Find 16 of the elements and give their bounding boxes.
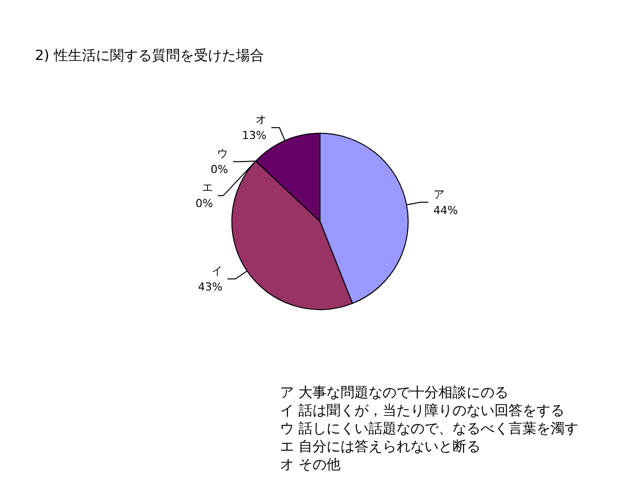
text: ア 大事な問題なので十分相談にのる (280, 385, 508, 401)
slice-label: オ (255, 113, 266, 126)
text: 0% (196, 197, 213, 210)
text: イ 話は聞くが，当たり障りのない回答をする (280, 403, 564, 419)
chart-title: 2) 性生活に関する質問を受けた場合 (35, 48, 264, 64)
text: ウ 話しにくい話題なので、なるべく言葉を濁す (280, 421, 578, 437)
slice-label: イ (212, 264, 223, 278)
text: 0% (210, 163, 228, 176)
category-label: ウ (217, 147, 228, 160)
category-label: エ (202, 181, 213, 194)
text: オ その他 (280, 457, 340, 473)
slice-label: ア (433, 188, 444, 201)
data-label: 43% (198, 280, 223, 294)
data-label: 13% (242, 129, 266, 142)
data-label: 44% (433, 204, 458, 217)
text: エ 自分には答えられないと断る (280, 439, 480, 455)
